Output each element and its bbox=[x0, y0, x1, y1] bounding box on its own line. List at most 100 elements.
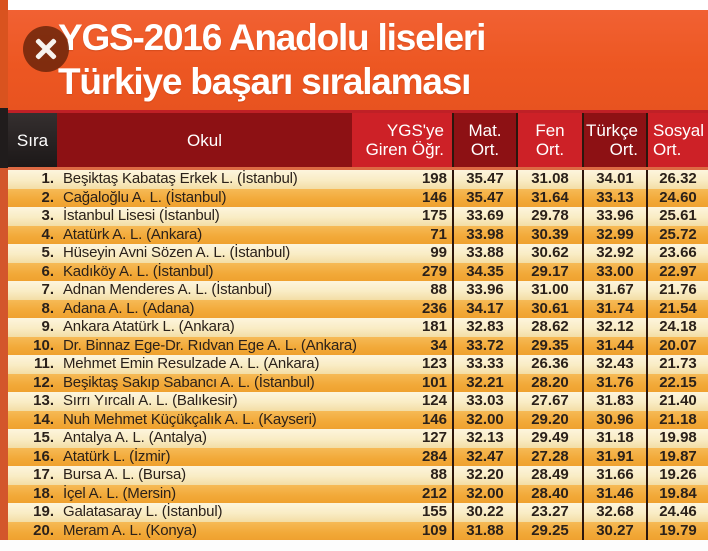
sosyal-average-cell: 24.46 bbox=[646, 503, 708, 522]
mat-average-cell: 33.33 bbox=[452, 355, 516, 374]
mat-average-cell: 33.69 bbox=[452, 207, 516, 226]
sosyal-average-cell: 24.60 bbox=[646, 188, 708, 207]
students-cell: 155 bbox=[421, 503, 447, 520]
turkce-average-cell: 32.99 bbox=[582, 225, 646, 244]
students-cell: 124 bbox=[421, 392, 447, 409]
rank-cell: 11. bbox=[33, 355, 54, 372]
turkce-average-cell: 33.96 bbox=[582, 207, 646, 226]
turkce-average-cell: 31.44 bbox=[582, 336, 646, 355]
table-row: 2. Cağaloğlu A. L. (İstanbul) 146 35.47 … bbox=[8, 188, 708, 207]
turkce-average-cell: 32.43 bbox=[582, 355, 646, 374]
sosyal-average-cell: 26.32 bbox=[646, 170, 708, 189]
fen-average-cell: 28.49 bbox=[516, 466, 582, 485]
students-cell: 284 bbox=[421, 447, 447, 465]
rank-cell: 1. bbox=[41, 170, 54, 187]
page-title-line2: Türkiye başarı sıralaması bbox=[58, 61, 471, 102]
turkce-average-cell: 33.13 bbox=[582, 188, 646, 207]
turkce-average-cell: 31.18 bbox=[582, 429, 646, 448]
students-cell: 109 bbox=[421, 521, 447, 539]
column-header-mat: Mat. Ort. bbox=[452, 113, 516, 167]
students-cell: 88 bbox=[430, 281, 447, 298]
turkce-average-cell: 32.68 bbox=[582, 503, 646, 522]
students-cell: 212 bbox=[421, 484, 447, 502]
table-header-row: Sıra Okul YGS'ye Giren Öğr. Mat. Ort. Fe… bbox=[8, 110, 708, 170]
students-cell: 146 bbox=[421, 188, 447, 206]
fen-average-cell: 31.64 bbox=[516, 188, 582, 207]
rank-cell: 20. bbox=[33, 521, 54, 539]
sosyal-average-cell: 22.15 bbox=[646, 373, 708, 392]
fen-average-cell: 28.62 bbox=[516, 318, 582, 337]
mat-average-cell: 33.98 bbox=[452, 225, 516, 244]
table-row: 11. Mehmet Emin Resulzade A. L. (Ankara)… bbox=[8, 355, 708, 374]
close-icon bbox=[34, 37, 58, 61]
table-body: 1. Beşiktaş Kabataş Erkek L. (İstanbul) … bbox=[8, 170, 708, 540]
table-row: 19. Galatasaray L. (İstanbul) 155 30.22 … bbox=[8, 503, 708, 522]
mat-average-cell: 32.20 bbox=[452, 466, 516, 485]
table-row: 15. Antalya A. L. (Antalya) 127 32.13 29… bbox=[8, 429, 708, 448]
school-cell: Bursa A. L. (Bursa) bbox=[63, 466, 186, 483]
fen-average-cell: 27.67 bbox=[516, 392, 582, 411]
turkce-average-cell: 31.46 bbox=[582, 484, 646, 503]
students-cell: 123 bbox=[421, 355, 447, 372]
fen-average-cell: 31.00 bbox=[516, 281, 582, 300]
students-cell: 236 bbox=[421, 299, 447, 317]
mat-average-cell: 31.88 bbox=[452, 521, 516, 540]
sosyal-average-cell: 19.79 bbox=[646, 521, 708, 540]
rank-cell: 10. bbox=[33, 336, 54, 354]
left-edge-strip bbox=[0, 0, 8, 540]
turkce-average-cell: 31.83 bbox=[582, 392, 646, 411]
table-row: 1. Beşiktaş Kabataş Erkek L. (İstanbul) … bbox=[8, 170, 708, 189]
turkce-average-cell: 32.92 bbox=[582, 244, 646, 263]
sosyal-average-cell: 21.40 bbox=[646, 392, 708, 411]
school-cell: Kadıköy A. L. (İstanbul) bbox=[63, 262, 214, 280]
school-cell: Adana A. L. (Adana) bbox=[63, 299, 195, 317]
close-button[interactable] bbox=[23, 26, 69, 72]
sosyal-average-cell: 21.18 bbox=[646, 410, 708, 429]
sosyal-average-cell: 21.73 bbox=[646, 355, 708, 374]
rank-cell: 15. bbox=[33, 429, 54, 446]
table-row: 10. Dr. Binnaz Ege-Dr. Rıdvan Ege A. L. … bbox=[8, 336, 708, 355]
mat-average-cell: 32.47 bbox=[452, 447, 516, 466]
sosyal-average-cell: 25.61 bbox=[646, 207, 708, 226]
students-cell: 198 bbox=[421, 170, 447, 187]
students-cell: 279 bbox=[421, 262, 447, 280]
students-cell: 71 bbox=[430, 225, 447, 243]
turkce-average-cell: 31.67 bbox=[582, 281, 646, 300]
fen-average-cell: 30.62 bbox=[516, 244, 582, 263]
turkce-average-cell: 33.00 bbox=[582, 262, 646, 281]
column-header-okul: Okul bbox=[57, 113, 352, 167]
rank-cell: 14. bbox=[33, 410, 54, 428]
school-cell: İstanbul Lisesi (İstanbul) bbox=[63, 207, 220, 224]
mat-average-cell: 32.21 bbox=[452, 373, 516, 392]
mat-average-cell: 32.00 bbox=[452, 410, 516, 429]
table-row: 16. Atatürk L. (İzmir) 284 32.47 27.28 3… bbox=[8, 447, 708, 466]
rank-cell: 18. bbox=[33, 484, 54, 502]
mat-average-cell: 33.88 bbox=[452, 244, 516, 263]
students-cell: 127 bbox=[421, 429, 447, 446]
mat-average-cell: 34.17 bbox=[452, 299, 516, 318]
mat-average-cell: 32.83 bbox=[452, 318, 516, 337]
school-cell: Sırrı Yırcalı A. L. (Balıkesir) bbox=[63, 392, 238, 409]
fen-average-cell: 29.20 bbox=[516, 410, 582, 429]
students-cell: 99 bbox=[430, 244, 447, 261]
sosyal-average-cell: 21.76 bbox=[646, 281, 708, 300]
rank-cell: 5. bbox=[41, 244, 54, 261]
table-row: 6. Kadıköy A. L. (İstanbul) 279 34.35 29… bbox=[8, 262, 708, 281]
mat-average-cell: 34.35 bbox=[452, 262, 516, 281]
column-header-turkce: Türkçe Ort. bbox=[582, 113, 646, 167]
mat-average-cell: 32.13 bbox=[452, 429, 516, 448]
mat-average-cell: 35.47 bbox=[452, 188, 516, 207]
table-row: 17. Bursa A. L. (Bursa) 88 32.20 28.49 3… bbox=[8, 466, 708, 485]
fen-average-cell: 29.25 bbox=[516, 521, 582, 540]
table-row: 20. Meram A. L. (Konya) 109 31.88 29.25 … bbox=[8, 521, 708, 540]
table-row: 13. Sırrı Yırcalı A. L. (Balıkesir) 124 … bbox=[8, 392, 708, 411]
table-row: 3. İstanbul Lisesi (İstanbul) 175 33.69 … bbox=[8, 207, 708, 226]
table-row: 12. Beşiktaş Sakıp Sabancı A. L. (İstanb… bbox=[8, 373, 708, 392]
sosyal-average-cell: 19.26 bbox=[646, 466, 708, 485]
table-row: 18. İçel A. L. (Mersin) 212 32.00 28.40 … bbox=[8, 484, 708, 503]
mat-average-cell: 32.00 bbox=[452, 484, 516, 503]
school-cell: Hüseyin Avni Sözen A. L. (İstanbul) bbox=[63, 244, 291, 261]
mat-average-cell: 33.03 bbox=[452, 392, 516, 411]
fen-average-cell: 30.61 bbox=[516, 299, 582, 318]
school-cell: Beşiktaş Kabataş Erkek L. (İstanbul) bbox=[63, 170, 298, 187]
